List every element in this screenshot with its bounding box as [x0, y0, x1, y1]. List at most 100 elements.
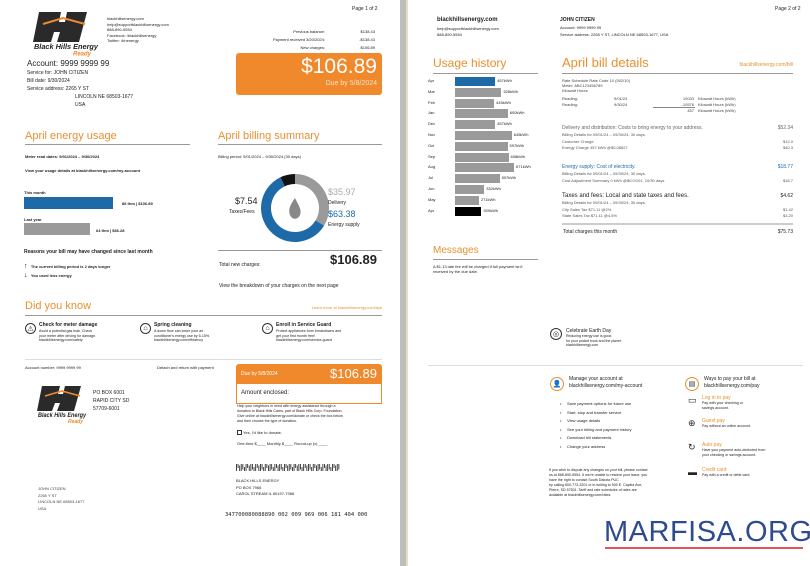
barcode-bar [272, 467, 274, 471]
usage-history-title: Usage history [433, 56, 507, 70]
barcode-bar [338, 464, 340, 470]
account-feature-item: • View usage details [560, 418, 601, 424]
barcode-bar [284, 464, 285, 471]
amount-due-box: $106.89 Due by 5/8/2024 [236, 53, 382, 95]
pay-option-title[interactable]: Credit card [702, 467, 727, 473]
barcode-bar [325, 465, 327, 471]
service-address: Service address: 2265 Y ST, LINCOLN NE 6… [560, 32, 669, 37]
reading-date: 9/30/24 [614, 102, 628, 107]
barcode-bar [308, 464, 309, 471]
svg-text:Ready: Ready [73, 52, 92, 58]
pay-option-title[interactable]: Guest pay [702, 418, 725, 424]
donation-options[interactable]: One-time $____ Monthly $____ Round-up (x… [237, 441, 328, 446]
ways-to-pay-title[interactable]: Ways to pay your bill at blackhillsenergy… [704, 376, 760, 389]
charge-line-amount: $1.42 [782, 206, 793, 212]
charge-line-amount: $18.7 [782, 177, 793, 183]
total-label: Total new charges: [219, 262, 261, 268]
usage-bar [455, 77, 496, 86]
due-date: Due by 5/8/2024 [325, 80, 377, 87]
barcode-bar [303, 464, 305, 471]
total-charges-label: Total charges this month [563, 229, 618, 235]
scanline: 347700080088890 002 009 969 006 181 404 … [225, 512, 368, 518]
delivery-label: Delivery [328, 200, 347, 206]
barcode-bar [312, 464, 314, 471]
barcode-bar [296, 465, 298, 471]
usage-value: 457kWh [497, 121, 512, 127]
barcode-bar [304, 464, 306, 468]
usage-month: Dec [428, 121, 436, 127]
charge-section-title: Energy supply: Cost of electricity. [562, 164, 636, 170]
barcode-bar [244, 467, 245, 471]
usage-bar [455, 141, 508, 151]
charge-line: Customer Charge [562, 138, 594, 144]
credit-card-icon: ▬ [688, 467, 697, 477]
pay-option-title[interactable]: Auto pay [702, 442, 722, 448]
bill-details-link[interactable]: blackhillsenergy.com/bill [739, 62, 793, 68]
usage-bar [455, 120, 496, 130]
meter-info: Rate Schedule Rate Code 10 (502/10) Meter… [562, 78, 631, 93]
barcode-bar [293, 464, 295, 471]
balance-labels: Previous balance: Payment received 3/20/2… [272, 29, 325, 50]
bill-page-1: Page 1 of 2 Black Hills Energy Ready bla… [0, 0, 400, 566]
barcode-bar [282, 467, 284, 471]
usage-month: Sep [428, 153, 436, 159]
barcode-bar [237, 464, 239, 468]
address-line: USA [75, 102, 86, 108]
account-feature-item: • Download bill statements [560, 435, 612, 441]
usage-month: Aug [428, 164, 436, 170]
barcode-bar [327, 464, 329, 471]
barcode-bar [260, 464, 261, 471]
page-label: Page 1 of 2 [352, 6, 378, 12]
barcode-bar [287, 465, 289, 471]
phone: 888-890-5554 [437, 32, 462, 37]
stub-due-date: Due by 5/8/2024 [241, 371, 278, 377]
pay-option-desc: Pay with your checking or savings account… [702, 401, 743, 410]
barcode-bar [335, 465, 337, 471]
energy-usage-title: April energy usage [25, 130, 117, 142]
usage-value: 445kWh [496, 99, 511, 105]
svg-text:Black Hills Energy: Black Hills Energy [38, 413, 87, 419]
usage-bar [455, 206, 482, 216]
svg-text:Ready: Ready [68, 419, 83, 424]
account-feature-item: • See your billing and payment history [560, 426, 632, 432]
amount-enclosed-field[interactable]: Amount enclosed: [236, 384, 382, 404]
usage-bar [455, 87, 502, 97]
manage-account-title[interactable]: Manage your account at blackhillsenergy.c… [569, 376, 643, 389]
barcode-bar [316, 465, 317, 471]
usage-month: Mar [428, 88, 435, 94]
tip-text: Avoid a potential gas leak. Check your me… [39, 329, 97, 342]
black-hills-energy-logo: Black Hills Energy Ready [33, 12, 99, 58]
barcode-bar [242, 464, 244, 470]
watermark-underline [605, 547, 803, 549]
barcode-bar [245, 464, 247, 471]
barcode-bar [271, 464, 273, 470]
barcode-bar [328, 464, 330, 470]
charge-line: Billing Details for 09/01/24 – 09/30/24,… [562, 200, 646, 205]
svg-text:Black Hills Energy: Black Hills Energy [34, 42, 99, 51]
postal-barcode [236, 464, 340, 471]
usage-bar [455, 174, 500, 184]
usage-value: 600kWh [509, 110, 525, 116]
usage-value: 608kWh [510, 153, 526, 159]
usage-details-link[interactable]: View your usage details at blackhillsene… [25, 168, 141, 173]
barcode-bar [322, 464, 324, 471]
barcode-bar [236, 464, 237, 471]
learn-more-link[interactable]: Learn more at blackhillsenergy.com/dyk [311, 305, 382, 310]
reading-unit: Kilowatt Hours (kWh) [698, 102, 736, 107]
earth-day-title: Celebrate Earth Day [566, 328, 612, 334]
barcode-bar [324, 464, 325, 468]
pay-option-title[interactable]: Log in to pay [702, 395, 731, 401]
barcode-bar [330, 467, 332, 471]
account-number: Account: 9999 9999 99 [560, 25, 602, 30]
mailing-address: JOHN CITIZEN 2265 Y ST LINCOLN NE 68503-16… [38, 486, 85, 511]
barcode-bar [295, 464, 297, 468]
this-month-label: This month [24, 190, 46, 195]
reading-value: 457 [687, 108, 694, 113]
charge-section-title: Delivery and distribution: Costs to brin… [562, 125, 703, 131]
charge-section-amount: $4.62 [780, 193, 793, 199]
billing-period: Billing period: 9/01/2024 – 9/30/2024 (3… [218, 154, 301, 159]
last-year-bar [24, 223, 90, 235]
barcode-bar [288, 464, 290, 471]
donate-checkbox[interactable]: Yes, I'd like to donate. [237, 430, 282, 436]
barcode-bar [255, 464, 257, 471]
